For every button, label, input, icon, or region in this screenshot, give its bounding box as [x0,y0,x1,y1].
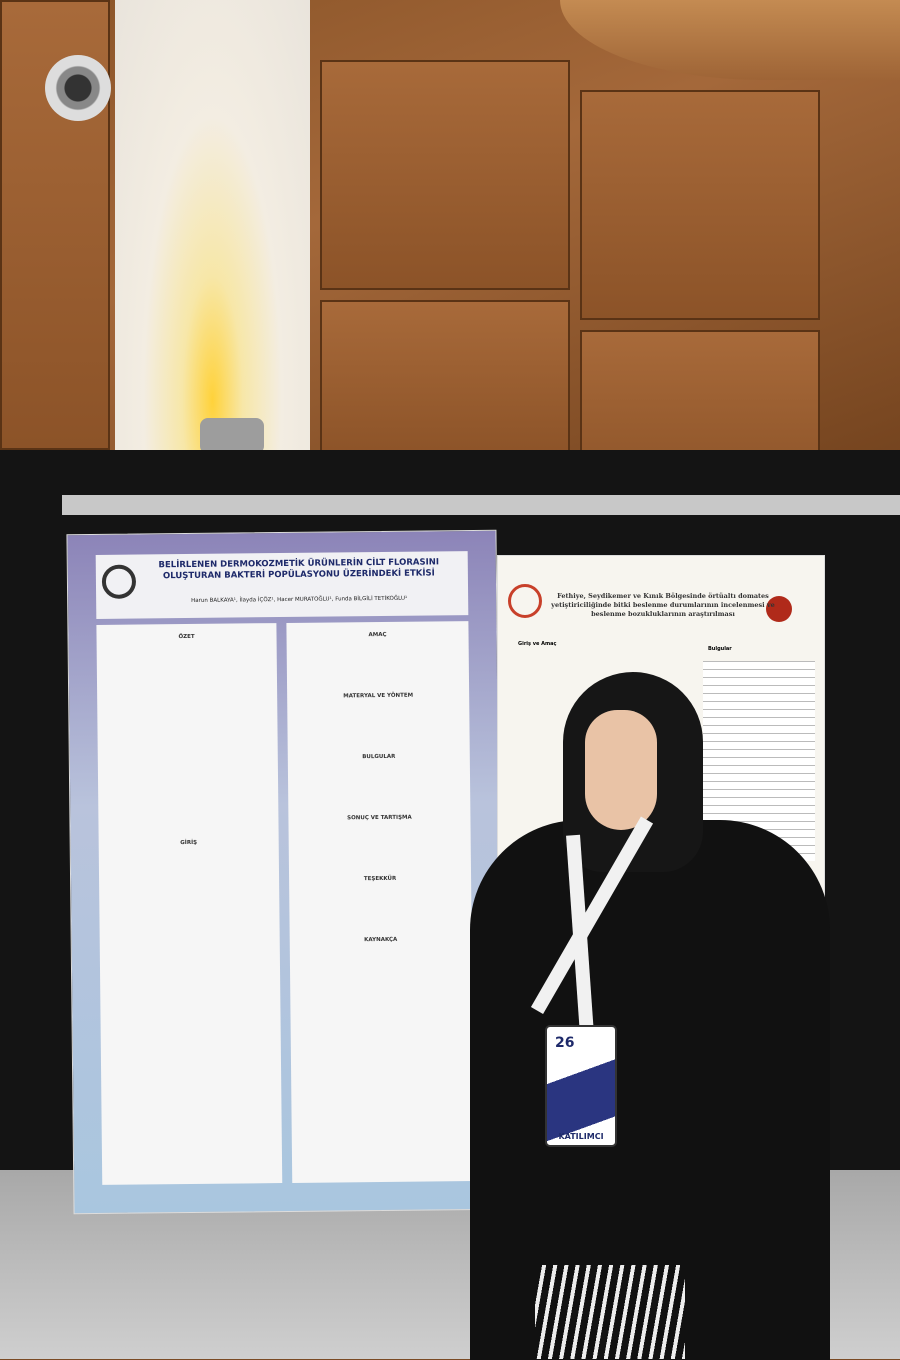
person-trousers [535,1265,685,1359]
section-heading: Bulgular [708,646,732,652]
logo [101,564,137,599]
wood-panel [320,300,570,460]
left-poster: BELİRLENEN DERMOKOZMETİK ÜRÜNLERİN CİLT … [66,529,504,1215]
poster-column: ÖZET GİRİŞ [96,623,283,1185]
section-heading: Giriş ve Amaç [518,641,557,647]
section-heading: GİRİŞ [180,839,198,847]
logo [766,596,792,622]
pillar [115,0,310,455]
wood-panel [320,60,570,290]
vent [45,55,111,121]
section-heading: KAYNAKÇA [364,936,398,944]
section-heading: AMAÇ [368,631,387,639]
section-heading: BULGULAR [362,753,396,761]
poster-title: Fethiye, Seydikemer ve Kınık Bölgesinde … [551,592,775,618]
logo [508,584,542,618]
section-heading: TEŞEKKÜR [363,875,397,883]
person-face [585,710,657,830]
wall-lamp [200,418,264,454]
board-frame [62,495,900,515]
poster-title: BELİRLENEN DERMOKOZMETİK ÜRÜNLERİN CİLT … [158,557,440,582]
section-heading: ÖZET [178,633,195,641]
wood-panel [580,90,820,320]
poster-header: BELİRLENEN DERMOKOZMETİK ÜRÜNLERİN CİLT … [95,551,469,619]
poster-authors: Harun BALKAYA¹, İlayda İÇÖZ¹, Hacer MURA… [191,595,408,604]
badge-label: KATILIMCI [558,1132,604,1141]
section-heading: SONUÇ VE TARTIŞMA [347,814,412,822]
poster-column: AMAÇ MATERYAL VE YÖNTEM BULGULAR SONUÇ VE T… [286,621,475,1183]
badge-number: 26 [555,1035,575,1051]
section-heading: MATERYAL VE YÖNTEM [343,692,414,700]
badge: 26 KATILIMCI [545,1025,617,1147]
